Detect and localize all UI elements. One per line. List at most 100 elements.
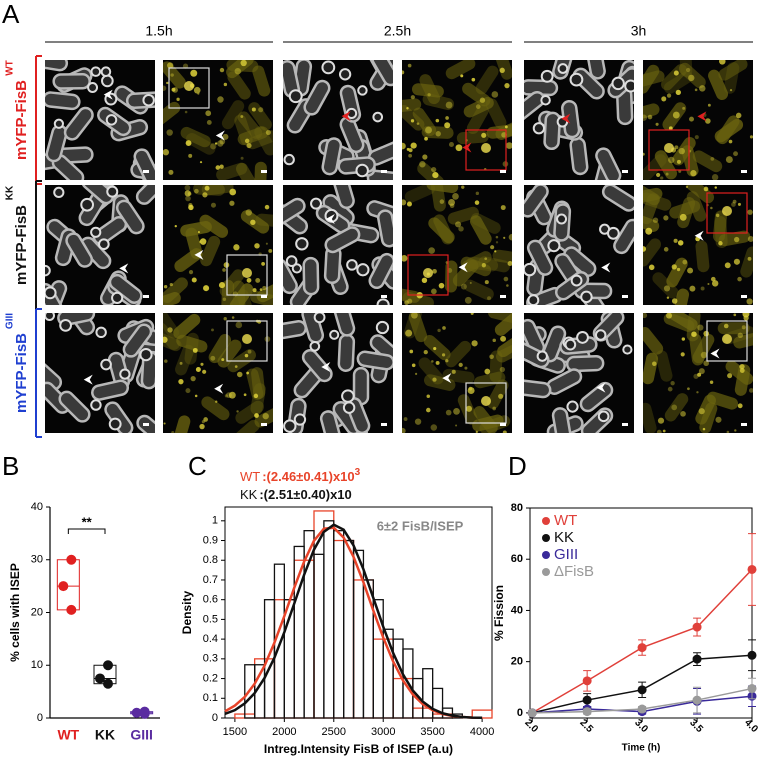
- fluor-spot: [402, 427, 406, 433]
- cell: [133, 148, 155, 180]
- fluor-spot: [407, 298, 413, 304]
- spore-ring: [310, 197, 323, 210]
- fluor-spot: [696, 391, 699, 394]
- fluor-spot: [259, 288, 263, 291]
- spore-ring: [356, 263, 370, 277]
- cell-glow: [199, 214, 229, 238]
- spore-ring: [100, 358, 112, 371]
- fluor-spot: [236, 371, 243, 378]
- cell-glow: [163, 277, 188, 304]
- cell-glow: [201, 185, 234, 196]
- cell: [303, 79, 331, 116]
- spore-ring: [624, 79, 634, 93]
- cell: [332, 185, 355, 210]
- hist-bar: [471, 709, 493, 719]
- fluor-spot: [166, 129, 173, 136]
- cell-glow: [216, 162, 248, 180]
- spore-ring: [569, 72, 584, 87]
- cell: [302, 256, 320, 296]
- point: [637, 643, 647, 653]
- fluor-spot: [725, 156, 733, 164]
- fluor-spot: [676, 267, 681, 272]
- cell-glow: [672, 288, 690, 305]
- cell: [595, 147, 622, 180]
- fluor-spot: [245, 209, 252, 216]
- scale-bar: [622, 295, 628, 298]
- spore-ring: [540, 69, 554, 83]
- fluor-spot: [643, 114, 648, 121]
- cell-glow: [176, 334, 208, 353]
- y-axis-label: % Fission: [492, 585, 506, 641]
- panel-letter: B: [2, 451, 19, 481]
- fluor-spot: [455, 221, 462, 228]
- fluor-spot: [656, 172, 661, 178]
- spore-ring: [291, 263, 303, 274]
- cell: [356, 350, 393, 371]
- spore-ring: [288, 89, 303, 104]
- point: [692, 654, 702, 664]
- fluor-spot: [222, 297, 227, 301]
- fluor-spot: [718, 241, 723, 246]
- cell-glow: [668, 313, 698, 331]
- cell: [601, 185, 634, 212]
- y-tick-label: 10: [31, 659, 43, 671]
- inset-spot: [423, 268, 433, 278]
- fluor-spot: [502, 430, 507, 433]
- fluor-spot: [492, 406, 497, 411]
- cell-glow: [208, 334, 232, 364]
- cell-glow: [430, 185, 446, 212]
- fluor-spot: [229, 200, 235, 206]
- cell-glow: [643, 238, 662, 267]
- significance-bracket: [67, 528, 106, 534]
- fluor-spot: [507, 260, 512, 267]
- fluor-spot: [707, 282, 710, 285]
- point: [582, 676, 592, 686]
- spore-ring: [95, 326, 107, 339]
- fluor-spot: [662, 429, 666, 433]
- cell-glow: [221, 100, 245, 130]
- arrowhead: [119, 263, 129, 274]
- fluor-spot: [408, 153, 413, 158]
- point: [747, 684, 757, 694]
- point: [637, 685, 647, 695]
- legend-entry: WT:(2.46±0.41)x103: [240, 467, 361, 485]
- fluor-spot: [672, 111, 680, 119]
- fluor-spot: [666, 296, 670, 299]
- fluor-spot: [184, 185, 191, 191]
- fit-curve: [224, 523, 483, 720]
- fluor-spot: [733, 258, 740, 265]
- fluor-spot: [445, 409, 452, 416]
- spore-ring: [87, 82, 99, 93]
- cell-glow: [404, 185, 436, 203]
- spore-ring: [139, 347, 153, 362]
- fluor-spot: [265, 129, 271, 135]
- fluor-spot: [426, 407, 431, 413]
- scale-bar: [741, 423, 747, 426]
- cell-glow: [679, 60, 693, 78]
- fluor-spot: [678, 169, 682, 173]
- fluor-spot: [441, 353, 446, 357]
- arrowhead: [697, 111, 707, 122]
- fluor-spot: [461, 185, 465, 189]
- fluor-spot: [432, 377, 437, 382]
- fluor-spot: [458, 362, 463, 367]
- arrowhead: [458, 262, 468, 273]
- fluor-spot: [409, 349, 414, 354]
- point: [582, 695, 592, 705]
- cell-glow: [733, 331, 753, 349]
- fluor-spot: [694, 88, 698, 92]
- fluor-spot: [415, 372, 418, 375]
- cell: [524, 185, 549, 218]
- cell-glow: [681, 145, 699, 177]
- spore-ring: [566, 400, 579, 413]
- fluor-spot: [222, 268, 226, 272]
- cell-glow: [655, 350, 673, 382]
- fluor-spot: [729, 89, 733, 92]
- cell-glow: [486, 124, 512, 139]
- spore-ring: [597, 410, 610, 423]
- cell: [579, 381, 614, 413]
- x-tick-label: 2.0: [522, 717, 540, 735]
- cell-glow: [463, 96, 494, 118]
- fluor-spot: [221, 358, 225, 362]
- fluor-spot: [647, 114, 653, 120]
